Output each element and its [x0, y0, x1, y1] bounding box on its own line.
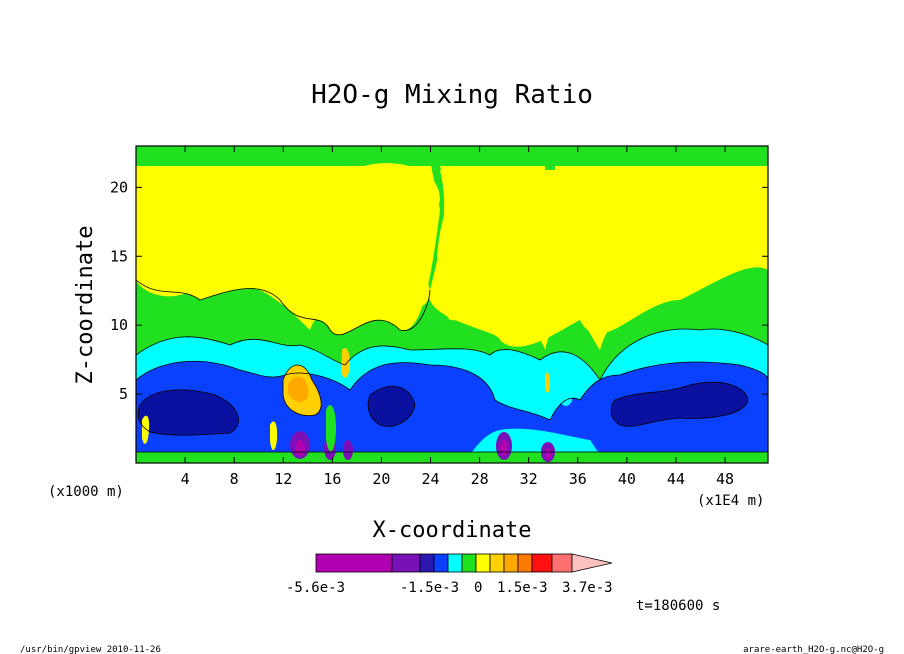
footer-left: /usr/bin/gpview 2010-11-26 — [20, 645, 161, 654]
contour-lines — [136, 279, 768, 453]
colorbar-swatch — [391, 553, 421, 573]
x-tick-label-8: 8 — [230, 470, 239, 488]
colorbar-swatch — [503, 553, 519, 573]
region-dark-blue — [138, 389, 239, 436]
colorbar-swatch — [315, 553, 393, 573]
y-tick-label-10: 10 — [110, 316, 128, 334]
x-tick-label-48: 48 — [716, 470, 734, 488]
colorbar-label-3: 0 — [474, 580, 482, 596]
x-tick-label-40: 40 — [618, 470, 636, 488]
x-unit-left: (x1000 m) — [48, 484, 124, 500]
colorbar-label-4: 1.5e-3 — [497, 580, 548, 596]
y-axis: 5 10 15 20 — [110, 178, 768, 403]
time-label: t=180600 s — [636, 598, 720, 614]
x-axis-label: X-coordinate — [373, 518, 532, 543]
x-tick-label-28: 28 — [471, 470, 489, 488]
x-tick-label-12: 12 — [274, 470, 292, 488]
colorbar-arrow — [571, 553, 613, 573]
y-axis-label: Z-coordinate — [73, 226, 98, 385]
colorbar-swatch — [461, 553, 477, 573]
x-tick-label-4: 4 — [181, 470, 190, 488]
y-tick-label-20: 20 — [110, 178, 128, 196]
x-tick-label-36: 36 — [569, 470, 587, 488]
x-tick-label-32: 32 — [520, 470, 538, 488]
x-tick-label-44: 44 — [667, 470, 685, 488]
y-tick-label-5: 5 — [119, 385, 128, 403]
x-tick-label-16: 16 — [323, 470, 341, 488]
colorbar-swatch — [419, 553, 435, 573]
footer-right: arare-earth_H2O-g.nc@H2O-g — [743, 645, 884, 654]
colorbar-swatch — [447, 553, 463, 573]
chart-title: H2O-g Mixing Ratio — [311, 80, 593, 110]
y-tick-label-15: 15 — [110, 247, 128, 265]
x-tick-label-20: 20 — [372, 470, 390, 488]
colorbar-swatch — [475, 553, 491, 573]
x-tick-label-24: 24 — [421, 470, 439, 488]
plot-area — [135, 145, 769, 464]
colorbar-label-1: -5.6e-3 — [286, 580, 345, 596]
colorbar — [315, 553, 613, 573]
colorbar-label-5: 3.7e-3 — [562, 580, 613, 596]
region-green-bottom — [136, 452, 768, 463]
plot-frame — [135, 145, 769, 464]
colorbar-swatch — [433, 553, 449, 573]
colorbar-label-2: -1.5e-3 — [400, 580, 459, 596]
region-green-top — [136, 146, 768, 166]
colorbar-swatch — [489, 553, 505, 573]
colorbar-swatch — [517, 553, 533, 573]
x-unit-right: (x1E4 m) — [697, 493, 764, 509]
x-axis: 4 8 12 16 20 24 28 32 36 40 44 48 — [181, 146, 734, 488]
colorbar-swatch — [531, 553, 553, 573]
colorbar-swatch — [551, 553, 573, 573]
